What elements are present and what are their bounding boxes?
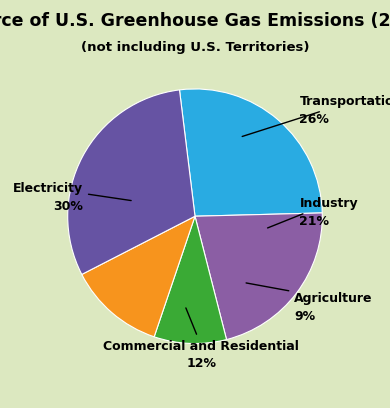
Text: Agriculture: Agriculture [246,283,373,306]
Text: 21%: 21% [300,215,330,228]
Wedge shape [195,213,322,339]
Text: Source of U.S. Greenhouse Gas Emissions (2014): Source of U.S. Greenhouse Gas Emissions … [0,12,390,30]
Text: Industry: Industry [268,197,358,228]
Wedge shape [179,89,322,216]
Text: Transportation: Transportation [242,95,390,136]
Wedge shape [68,90,195,275]
Text: 9%: 9% [294,310,316,323]
Text: (not including U.S. Territories): (not including U.S. Territories) [81,41,309,54]
Wedge shape [82,216,195,337]
Text: Electricity: Electricity [13,182,131,201]
Text: 12%: 12% [186,357,216,370]
Text: 26%: 26% [300,113,329,126]
Wedge shape [154,216,227,344]
Text: 30%: 30% [53,200,83,213]
Text: Commercial and Residential: Commercial and Residential [103,308,299,353]
